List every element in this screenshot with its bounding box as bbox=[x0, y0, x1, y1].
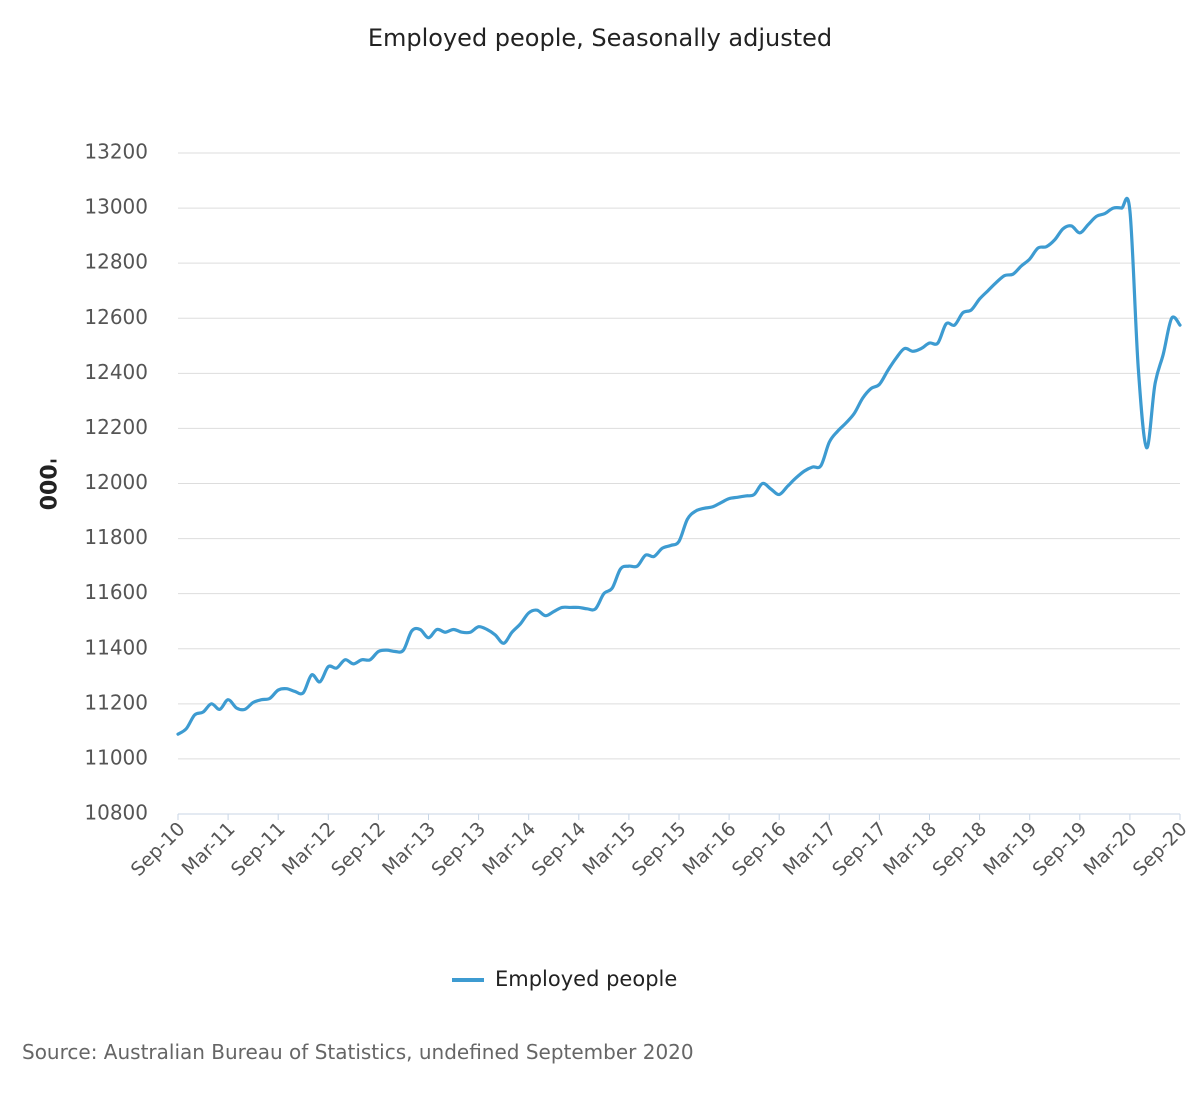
y-tick-label: 12400 bbox=[84, 360, 148, 384]
y-tick-label: 11400 bbox=[84, 635, 148, 659]
y-axis-label: '000 bbox=[34, 458, 59, 511]
grid-layer bbox=[178, 152, 1180, 815]
source-note: Source: Australian Bureau of Statistics,… bbox=[22, 1040, 694, 1064]
x-tick-label: Mar-20 bbox=[1079, 818, 1141, 880]
x-tick-label: Sep-20 bbox=[1129, 818, 1192, 881]
legend-label-employed-people[interactable]: Employed people bbox=[495, 967, 677, 991]
x-tick-label: Sep-19 bbox=[1029, 818, 1092, 881]
y-tick-label: 12200 bbox=[84, 415, 148, 439]
x-tick-label: Mar-19 bbox=[979, 818, 1041, 880]
y-tick-label: 13000 bbox=[84, 195, 148, 219]
x-tick-label: Sep-13 bbox=[427, 818, 490, 881]
x-tick-label: Mar-12 bbox=[278, 818, 340, 880]
y-tick-label: 13200 bbox=[84, 140, 148, 164]
y-tick-label: 12000 bbox=[84, 470, 148, 494]
x-tick-label: Mar-15 bbox=[578, 818, 640, 880]
y-tick-label: 10800 bbox=[84, 801, 148, 825]
y-tick-label: 11000 bbox=[84, 745, 148, 769]
x-tick-label: Mar-11 bbox=[178, 818, 240, 880]
x-ticks: Sep-10Mar-11Sep-11Mar-12Sep-12Mar-13Sep-… bbox=[127, 814, 1192, 881]
x-tick-label: Sep-11 bbox=[227, 818, 290, 881]
x-tick-label: Sep-12 bbox=[327, 818, 390, 881]
x-tick-label: Sep-10 bbox=[127, 818, 190, 881]
x-tick-label: Sep-14 bbox=[528, 818, 591, 881]
x-tick-label: Mar-16 bbox=[679, 818, 741, 880]
x-tick-label: Mar-18 bbox=[879, 818, 941, 880]
legend[interactable]: Employed people bbox=[452, 967, 677, 991]
series-layer bbox=[176, 196, 1182, 736]
y-tick-label: 12600 bbox=[84, 305, 148, 329]
y-tick-label: 11600 bbox=[84, 580, 148, 604]
series-line-employed-people[interactable] bbox=[176, 196, 1182, 736]
x-tick-label: Mar-13 bbox=[378, 818, 440, 880]
x-tick-label: Sep-18 bbox=[928, 818, 991, 881]
y-tick-label: 12800 bbox=[84, 250, 148, 274]
x-tick-label: Sep-17 bbox=[828, 818, 891, 881]
y-ticks: 10800 11000 11200 11400 11600 11800 12000 12200… bbox=[84, 140, 148, 825]
chart-title: Employed people, Seasonally adjusted bbox=[367, 24, 833, 52]
x-tick-label: Mar-14 bbox=[478, 818, 540, 880]
x-tick-label: Sep-15 bbox=[628, 818, 691, 881]
y-tick-label: 11800 bbox=[84, 525, 148, 549]
y-tick-label: 11200 bbox=[84, 690, 148, 714]
x-tick-label: Sep-16 bbox=[728, 818, 791, 881]
x-tick-label: Mar-17 bbox=[779, 818, 841, 880]
